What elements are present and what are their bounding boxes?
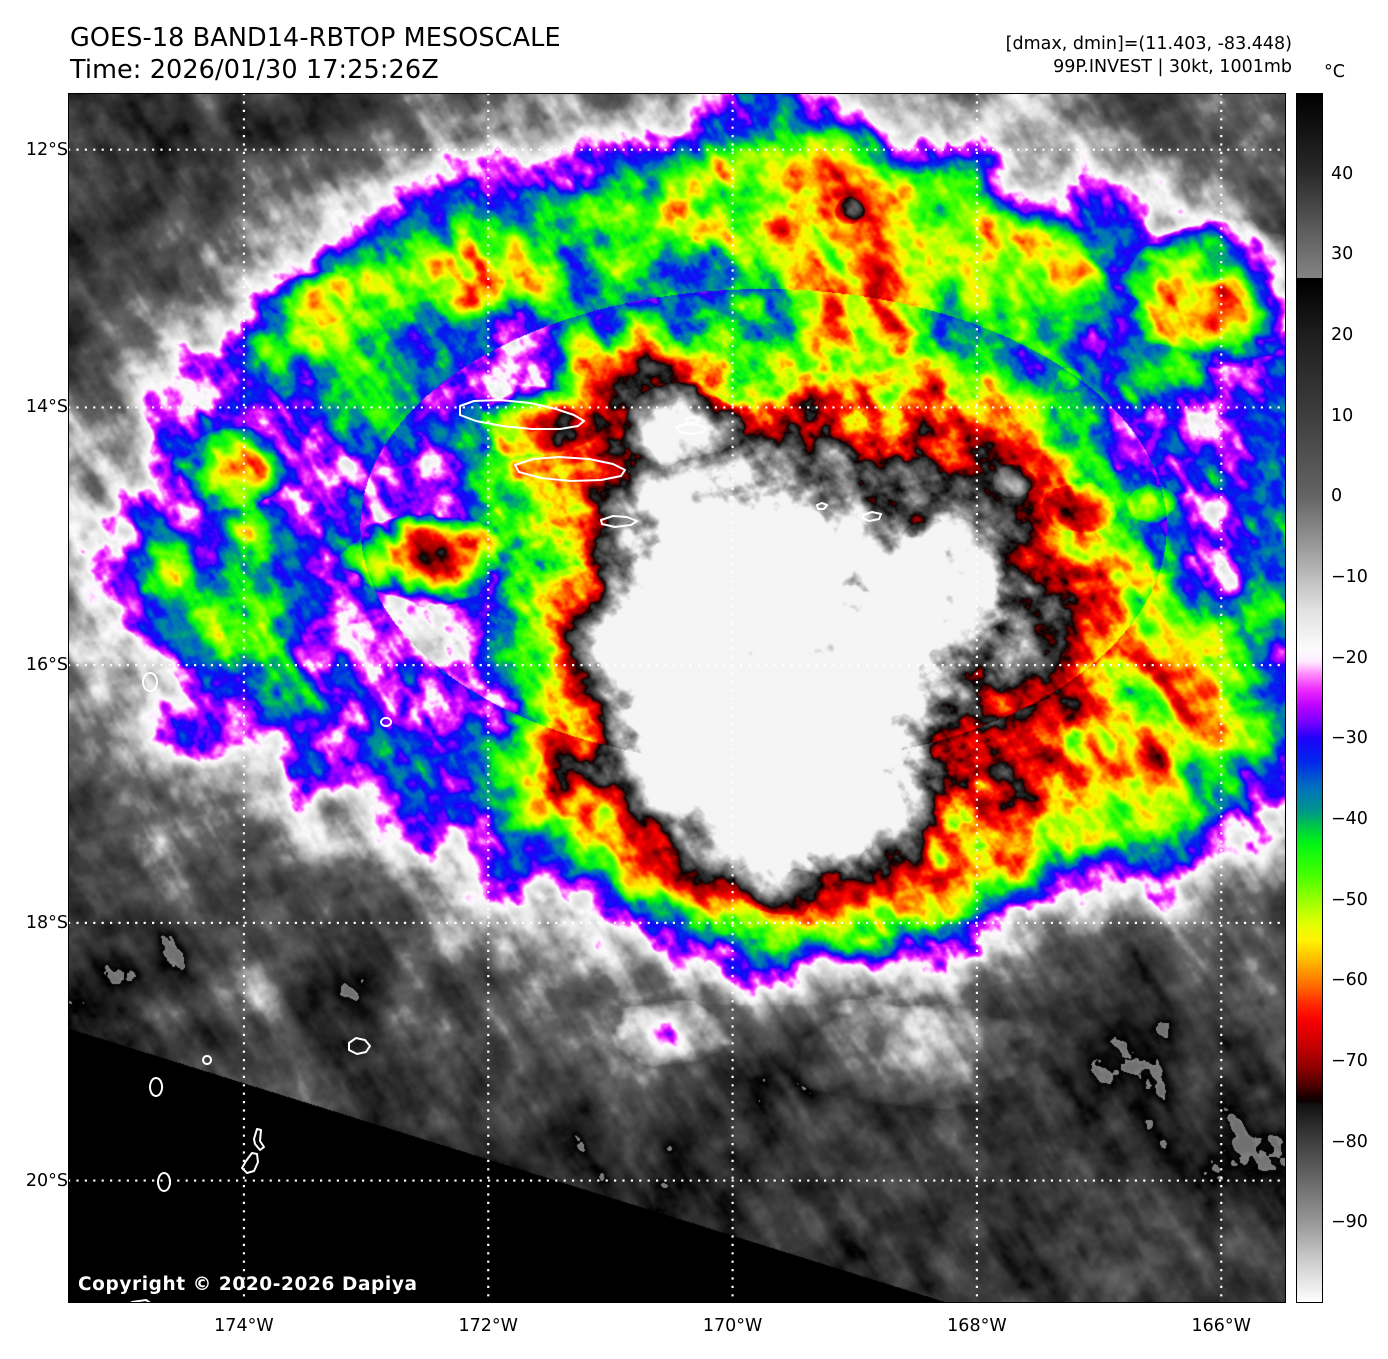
colorbar-tick-neg50: −50 (1331, 889, 1368, 910)
colorbar-tick-neg80: −80 (1331, 1131, 1368, 1152)
coastline-islet-d (202, 1055, 213, 1065)
coastline-atoll-f (600, 515, 638, 528)
coastline-islet-b (380, 717, 393, 727)
coastline-tutuila (675, 423, 707, 435)
coastline-savaii (514, 456, 626, 482)
colorbar-tick-neg30: −30 (1331, 728, 1368, 749)
coastline-tonga-n (149, 1077, 164, 1097)
page-title: GOES-18 BAND14-RBTOP MESOSCALE Time: 2026… (70, 22, 561, 86)
lon-tick-168w: 168°W (947, 1316, 1007, 1336)
dmax-dmin-readout: [dmax, dmin]=(11.403, -83.448) (1005, 34, 1292, 54)
temperature-colorbar[interactable] (1296, 93, 1323, 1303)
colorbar-tick-neg40: −40 (1331, 809, 1368, 829)
colorbar-main-segment (1296, 279, 1323, 1303)
lon-tick-170w: 170°W (702, 1316, 763, 1336)
coastline-atoll-g (862, 511, 882, 522)
colorbar-tick-neg10: −10 (1331, 567, 1368, 587)
colorbar-tick-10: 10 (1331, 405, 1354, 426)
colorbar-tick-0: 0 (1331, 486, 1343, 507)
colorbar-tick-neg70: −70 (1331, 1051, 1368, 1071)
lat-tick-12s: 12°S (25, 139, 68, 160)
lat-tick-20s: 20°S (25, 1170, 68, 1191)
coastline-upolu (459, 399, 585, 430)
lon-tick-172w: 172°W (458, 1316, 518, 1336)
colorbar-tick-40: 40 (1331, 163, 1354, 184)
colorbar-tick-30: 30 (1331, 244, 1354, 265)
satellite-ir-raster (68, 93, 1286, 1303)
satellite-image-plot[interactable] (68, 93, 1286, 1303)
colorbar-warm-segment (1296, 93, 1323, 279)
coastline-tonga-haapai (241, 1152, 259, 1174)
colorbar-unit-label: °C (1324, 62, 1345, 82)
colorbar-tick-neg60: −60 (1331, 970, 1368, 991)
map-overlay-layer (68, 93, 1286, 1303)
coastline-islet-c (348, 1037, 371, 1055)
lat-tick-18s: 18°S (25, 912, 68, 933)
colorbar-tick-neg20: −20 (1331, 647, 1368, 668)
colorbar-tick-20: 20 (1331, 325, 1354, 345)
copyright-notice: Copyright © 2020-2026 Dapiya (78, 1274, 418, 1295)
lat-tick-14s: 14°S (25, 397, 68, 418)
storm-info-readout: 99P.INVEST | 30kt, 1001mb (1053, 57, 1292, 77)
lon-tick-174w: 174°W (214, 1316, 274, 1336)
time-line: Time: 2026/01/30 17:25:26Z (70, 55, 439, 85)
lat-tick-16s: 16°S (25, 655, 68, 676)
coastline-tonga-eua (157, 1172, 172, 1192)
coastline-niue (142, 672, 159, 692)
colorbar-tick-neg90: −90 (1331, 1212, 1368, 1233)
lon-tick-166w: 166°W (1191, 1316, 1251, 1336)
coastline-small-a (684, 416, 700, 425)
header-meta: [dmax, dmin]=(11.403, -83.448) 99P.INVEST… (1006, 33, 1292, 79)
title-line: GOES-18 BAND14-RBTOP MESOSCALE (70, 23, 561, 53)
coastline-atoll-h (816, 502, 828, 510)
coastline-tonga-vavau (253, 1128, 265, 1151)
coastline-tongatapu (129, 1299, 174, 1303)
